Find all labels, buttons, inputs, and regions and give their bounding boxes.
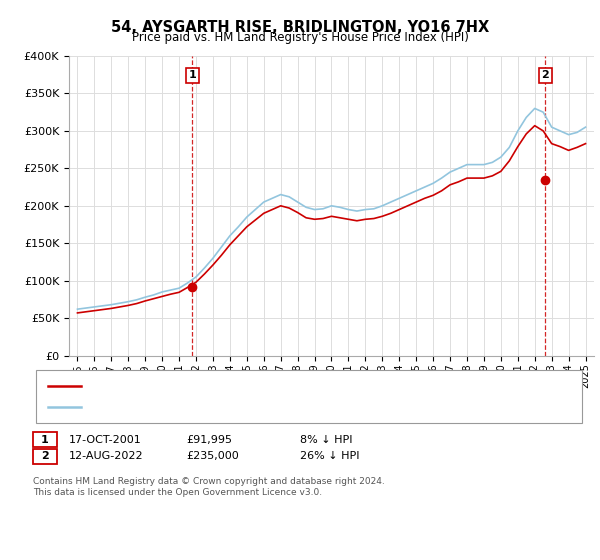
Text: Contains HM Land Registry data © Crown copyright and database right 2024.
This d: Contains HM Land Registry data © Crown c…	[33, 477, 385, 497]
Text: HPI: Average price, detached house, East Riding of Yorkshire: HPI: Average price, detached house, East…	[87, 402, 403, 412]
Text: 2: 2	[541, 71, 549, 81]
Text: 26% ↓ HPI: 26% ↓ HPI	[300, 451, 359, 461]
Text: 54, AYSGARTH RISE, BRIDLINGTON, YO16 7HX (detached house): 54, AYSGARTH RISE, BRIDLINGTON, YO16 7HX…	[87, 381, 420, 390]
Text: 17-OCT-2001: 17-OCT-2001	[69, 435, 142, 445]
Text: £91,995: £91,995	[186, 435, 232, 445]
Text: 1: 1	[41, 435, 49, 445]
Text: Price paid vs. HM Land Registry's House Price Index (HPI): Price paid vs. HM Land Registry's House …	[131, 31, 469, 44]
Text: 12-AUG-2022: 12-AUG-2022	[69, 451, 143, 461]
Text: £235,000: £235,000	[186, 451, 239, 461]
Text: 8% ↓ HPI: 8% ↓ HPI	[300, 435, 353, 445]
Text: 54, AYSGARTH RISE, BRIDLINGTON, YO16 7HX: 54, AYSGARTH RISE, BRIDLINGTON, YO16 7HX	[111, 20, 489, 35]
Text: 2: 2	[41, 451, 49, 461]
Text: 1: 1	[188, 71, 196, 81]
